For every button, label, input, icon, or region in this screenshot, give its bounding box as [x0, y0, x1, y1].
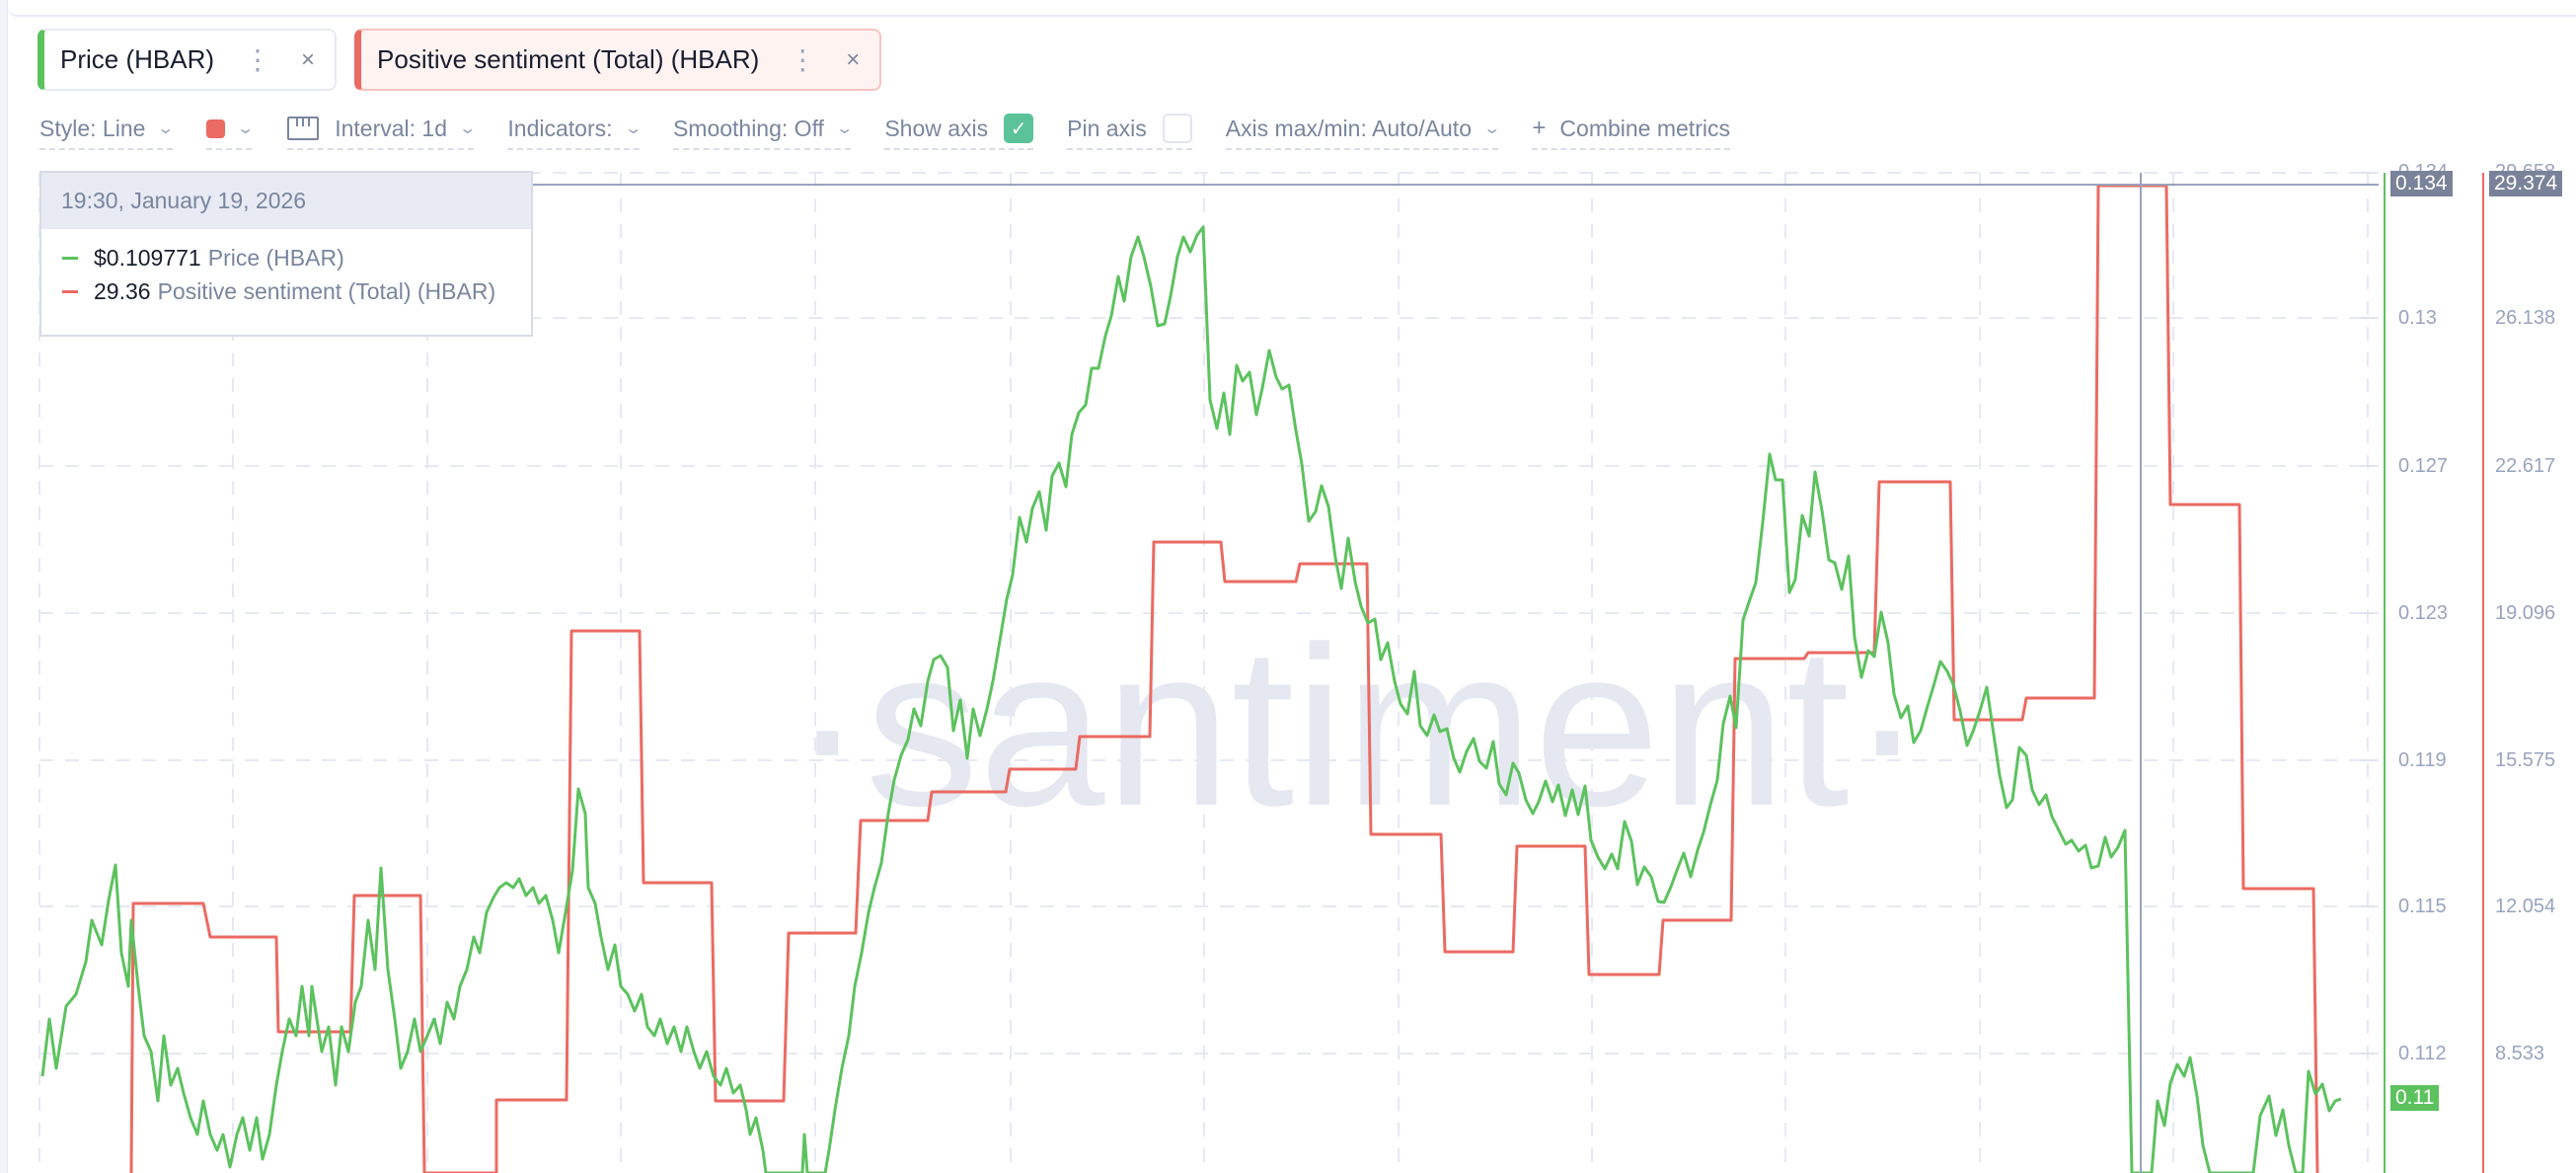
- color-picker[interactable]: ⌄: [205, 111, 255, 150]
- chevron-down-icon: ⌄: [623, 120, 643, 137]
- price-axis-tick: 0.127: [2398, 455, 2449, 477]
- interval-dropdown[interactable]: Interval: 1d ⌄: [287, 111, 478, 150]
- close-icon[interactable]: ×: [301, 45, 316, 73]
- top-card-edge: [8, 0, 2576, 17]
- sentiment-legend-swatch: [62, 289, 78, 293]
- metric-tabs: Price (HBAR) ⋮ × Positive sentiment (Tot…: [38, 29, 882, 91]
- metric-tab-label: Price (HBAR): [60, 44, 215, 74]
- indicators-label: Indicators:: [507, 115, 613, 141]
- pin-axis-toggle[interactable]: Pin axis: [1067, 111, 1192, 150]
- metric-tab-price[interactable]: Price (HBAR) ⋮ ×: [38, 29, 338, 91]
- price-crosshair-badge: 0.134: [2390, 171, 2453, 196]
- sentiment-axis-tick: 26.138: [2495, 307, 2556, 329]
- price-legend-swatch: [62, 256, 78, 260]
- sentiment-axis-tick: 19.096: [2495, 602, 2556, 624]
- combine-metrics-button[interactable]: + Combine metrics: [1532, 111, 1730, 150]
- price-line: [40, 225, 2342, 1173]
- sentiment-axis-tick: 15.575: [2495, 749, 2556, 771]
- chevron-down-icon: ⌄: [1482, 120, 1502, 137]
- price-axis-tick: 0.13: [2398, 307, 2437, 329]
- watermark: ·santiment·: [790, 599, 1925, 853]
- metric-tab-positive-sentiment[interactable]: Positive sentiment (Total) (HBAR) ⋮ ×: [354, 29, 882, 91]
- interval-ruler-icon: [287, 117, 320, 140]
- show-axis-label: Show axis: [884, 115, 989, 141]
- indicators-dropdown[interactable]: Indicators: ⌄: [507, 111, 643, 150]
- pin-axis-checkbox[interactable]: [1162, 114, 1192, 143]
- more-vertical-icon[interactable]: ⋮: [789, 44, 816, 75]
- smoothing-dropdown[interactable]: Smoothing: Off ⌄: [672, 111, 855, 150]
- price-axis-tick: 0.119: [2398, 749, 2447, 771]
- axis-maxmin-label: Axis max/min: Auto/Auto: [1225, 115, 1472, 141]
- left-sidebar-edge: [0, 0, 8, 1173]
- chevron-down-icon: ⌄: [835, 120, 855, 137]
- sentiment-axis-tick: 8.533: [2495, 1043, 2545, 1064]
- tooltip-metric-name: Positive sentiment (Total) (HBAR): [157, 277, 496, 304]
- sentiment-axis-tick: 22.617: [2495, 455, 2556, 477]
- interval-label: Interval: 1d: [335, 115, 448, 141]
- chevron-down-icon: ⌄: [236, 120, 255, 137]
- close-icon[interactable]: ×: [846, 45, 861, 73]
- show-axis-checkbox[interactable]: ✓: [1004, 114, 1034, 143]
- pin-axis-label: Pin axis: [1067, 115, 1147, 141]
- tooltip-value: $0.109771: [94, 244, 201, 271]
- price-axis-tick: 0.112: [2398, 1043, 2447, 1064]
- chevron-down-icon: ⌄: [156, 120, 176, 137]
- check-icon: ✓: [1010, 117, 1027, 140]
- axis-tick-marks: [2361, 172, 2375, 1055]
- metric-tab-label: Positive sentiment (Total) (HBAR): [377, 44, 760, 74]
- style-label: Style: Line: [39, 115, 146, 141]
- tooltip-row-price: $0.109771 Price (HBAR): [41, 241, 531, 274]
- price-current-badge: 0.11: [2390, 1085, 2440, 1111]
- show-axis-toggle[interactable]: Show axis ✓: [884, 111, 1034, 150]
- tooltip-value: 29.36: [94, 277, 151, 304]
- sentiment-crosshair-badge: 29.374: [2489, 171, 2563, 196]
- chart-tooltip: 19:30, January 19, 2026 $0.109771 Price …: [39, 171, 533, 337]
- color-swatch: [205, 118, 225, 138]
- more-vertical-icon[interactable]: ⋮: [244, 44, 271, 75]
- tooltip-row-sentiment: 29.36 Positive sentiment (Total) (HBAR): [41, 274, 531, 308]
- plus-icon: +: [1532, 115, 1547, 141]
- smoothing-label: Smoothing: Off: [672, 115, 824, 141]
- sentiment-axis-tick: 12.054: [2495, 896, 2556, 917]
- combine-metrics-label: Combine metrics: [1559, 115, 1730, 141]
- chevron-down-icon: ⌄: [458, 120, 478, 137]
- axis-maxmin-dropdown[interactable]: Axis max/min: Auto/Auto ⌄: [1225, 111, 1502, 150]
- tooltip-datetime: 19:30, January 19, 2026: [41, 173, 531, 229]
- metric-settings-toolbar: Style: Line ⌄ ⌄ Interval: 1d ⌄ Indicator…: [39, 111, 1764, 150]
- tooltip-metric-name: Price (HBAR): [207, 244, 344, 271]
- price-axis-tick: 0.115: [2398, 896, 2447, 917]
- price-axis-tick: 0.123: [2398, 602, 2449, 624]
- style-dropdown[interactable]: Style: Line ⌄: [39, 111, 176, 150]
- sentiment-line: [129, 184, 2319, 1173]
